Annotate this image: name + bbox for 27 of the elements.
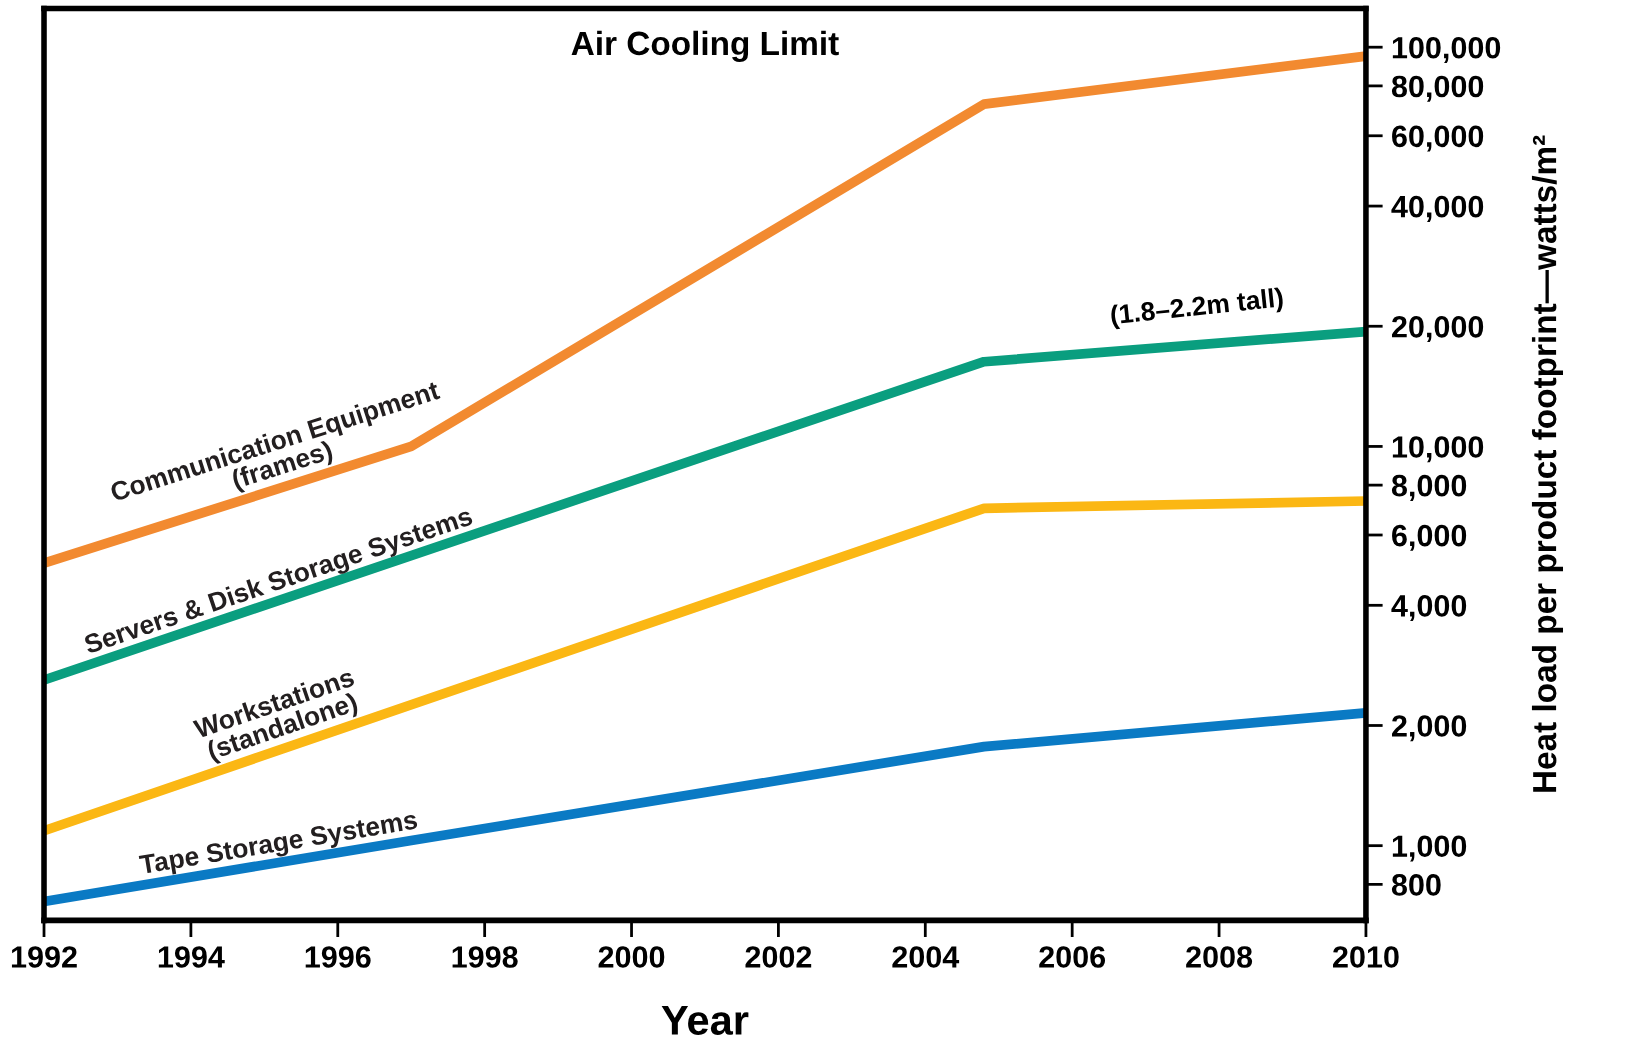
x-tick-label: 1994 [158,946,225,968]
annotation: (1.8–2.2m tall) [1110,287,1284,330]
text: Air Cooling Limit [571,30,839,62]
y-tick-label: 10,000 [1392,436,1484,463]
y-tick-label: 40,000 [1391,195,1484,222]
x-tick-label: 2010 [1333,946,1399,968]
x-tick-label: 2000 [598,946,665,968]
x-tick-label: 2008 [1186,946,1253,968]
y-tick-label: 100,000 [1392,36,1501,63]
x-tick-label: 2006 [1039,946,1106,968]
y-tick-label: 4,000 [1391,595,1467,622]
y-tick-label: 20,000 [1392,315,1484,343]
x-tick-label: 2004 [892,946,960,968]
text: Tape Storage Systems [138,810,419,880]
x-tick-label: 1992 [11,946,77,968]
x-tick-label: 2002 [745,946,812,968]
x-tick-label: 1996 [305,946,371,968]
y-tick-label: 2,000 [1392,715,1467,742]
x-tick-label: 1998 [452,946,518,968]
y-tick-label: 8,000 [1391,474,1467,501]
y-axis-title: Heat load per product footprint—watts/m² [1531,135,1564,792]
y-tick-label: 800 [1391,874,1441,896]
y-tick-label: 60,000 [1392,125,1484,152]
y-tick-label: 6,000 [1392,524,1467,551]
x-axis-title: Year [661,1005,749,1035]
y-tick-label: 80,000 [1391,75,1484,102]
y-tick-label: 1,000 [1392,835,1467,862]
